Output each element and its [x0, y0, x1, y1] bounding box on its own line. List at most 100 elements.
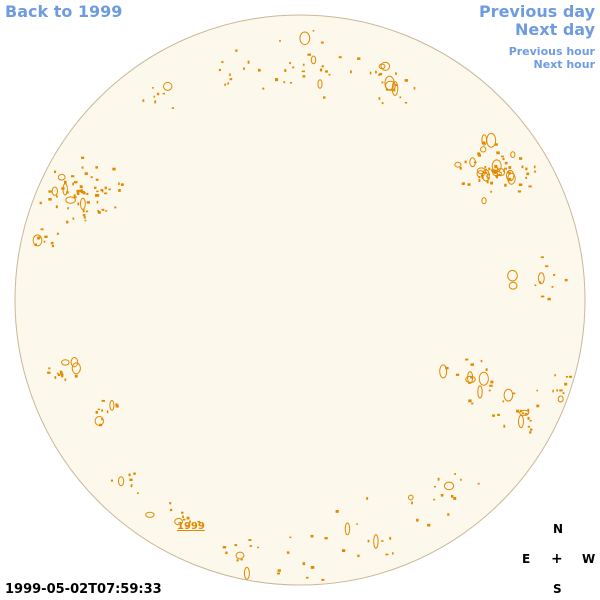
contour-mark [478, 371, 489, 386]
contour-mark [67, 207, 69, 210]
contour-mark [518, 183, 523, 186]
contour-mark [554, 374, 556, 377]
contour-mark [507, 171, 509, 174]
contour-mark [320, 41, 324, 44]
contour-mark [249, 545, 253, 547]
contour-mark [64, 378, 67, 381]
contour-mark [344, 522, 351, 536]
contour-mark [222, 546, 227, 549]
previous-hour-link[interactable]: Previous hour [508, 45, 595, 58]
contour-mark [443, 481, 455, 491]
next-day-link[interactable]: Next day [515, 20, 595, 39]
contour-mark [481, 197, 487, 205]
contour-mark [324, 537, 328, 540]
contour-mark [118, 189, 121, 192]
contour-mark [356, 523, 358, 525]
contour-mark [236, 559, 239, 562]
contour-mark [445, 366, 449, 370]
contour-mark [564, 382, 568, 386]
year-link[interactable]: 1999 [177, 521, 205, 532]
contour-mark [154, 100, 157, 104]
contour-mark [497, 167, 499, 171]
contour-mark [145, 511, 155, 518]
contour-mark [529, 419, 532, 422]
contour-mark [477, 385, 483, 399]
contour-mark [301, 70, 305, 73]
contour-mark [490, 380, 494, 384]
contour-mark [47, 371, 51, 374]
contour-mark [498, 173, 501, 176]
contour-mark [118, 476, 125, 487]
contour-mark [528, 185, 532, 188]
contour-mark [108, 188, 111, 191]
contour-mark [385, 88, 389, 91]
contour-mark [302, 75, 306, 78]
contour-mark [81, 166, 84, 169]
contour-mark [37, 236, 41, 239]
contour-mark [384, 75, 395, 91]
contour-mark [72, 182, 74, 186]
contour-mark [508, 171, 511, 175]
contour-mark [101, 190, 104, 193]
contour-mark [221, 61, 224, 63]
contour-mark [90, 176, 93, 179]
contour-mark [95, 166, 98, 169]
contour-mark [257, 546, 259, 549]
contour-mark [277, 572, 280, 575]
previous-day-link[interactable]: Previous day [478, 2, 595, 21]
contour-mark [197, 520, 201, 523]
contour-mark [439, 364, 448, 379]
contour-mark [289, 82, 292, 84]
contour-mark [468, 381, 470, 384]
contour-mark [130, 485, 133, 488]
contour-mark [381, 102, 384, 105]
magnetic-contours [32, 30, 573, 581]
contour-mark [537, 272, 545, 285]
contour-mark [112, 167, 116, 171]
contour-mark [496, 151, 500, 155]
contour-mark [454, 161, 462, 168]
contour-mark [118, 182, 120, 186]
contour-mark [381, 81, 384, 84]
contour-mark [454, 473, 456, 475]
contour-mark [82, 209, 85, 213]
contour-mark [495, 143, 498, 146]
contour-mark [519, 409, 530, 416]
contour-mark [96, 200, 99, 204]
contour-mark [470, 363, 474, 366]
contour-mark [86, 201, 90, 204]
contour-mark [378, 97, 381, 100]
contour-mark [310, 55, 317, 65]
contour-mark [306, 576, 309, 579]
contour-mark [97, 408, 100, 411]
contour-mark [416, 518, 419, 522]
contour-mark [101, 409, 103, 412]
contour-mark [79, 190, 83, 193]
contour-mark [385, 553, 389, 556]
contour-mark [289, 536, 292, 539]
contour-mark [540, 256, 544, 259]
observation-timestamp: 1999-05-02T07:59:33 [5, 582, 162, 597]
contour-mark [64, 180, 67, 184]
contour-mark [227, 82, 230, 85]
contour-mark [240, 559, 243, 561]
next-hour-link[interactable]: Next hour [533, 58, 596, 71]
contour-mark [516, 409, 520, 413]
contour-mark [152, 87, 154, 89]
contour-mark [302, 63, 305, 66]
back-to-year-link[interactable]: Back to 1999 [5, 2, 123, 21]
contour-mark [552, 389, 554, 393]
contour-mark [323, 96, 326, 99]
contour-mark [536, 404, 540, 408]
contour-mark [569, 375, 573, 378]
contour-mark [389, 536, 392, 540]
contour-mark [453, 497, 457, 500]
contour-mark [77, 202, 80, 206]
contour-mark [60, 372, 63, 375]
contour-mark [530, 428, 533, 431]
contour-mark [525, 167, 528, 171]
contour-mark [455, 373, 460, 376]
compass-east: E [522, 552, 531, 566]
contour-mark [317, 79, 323, 89]
contour-mark [507, 269, 518, 282]
